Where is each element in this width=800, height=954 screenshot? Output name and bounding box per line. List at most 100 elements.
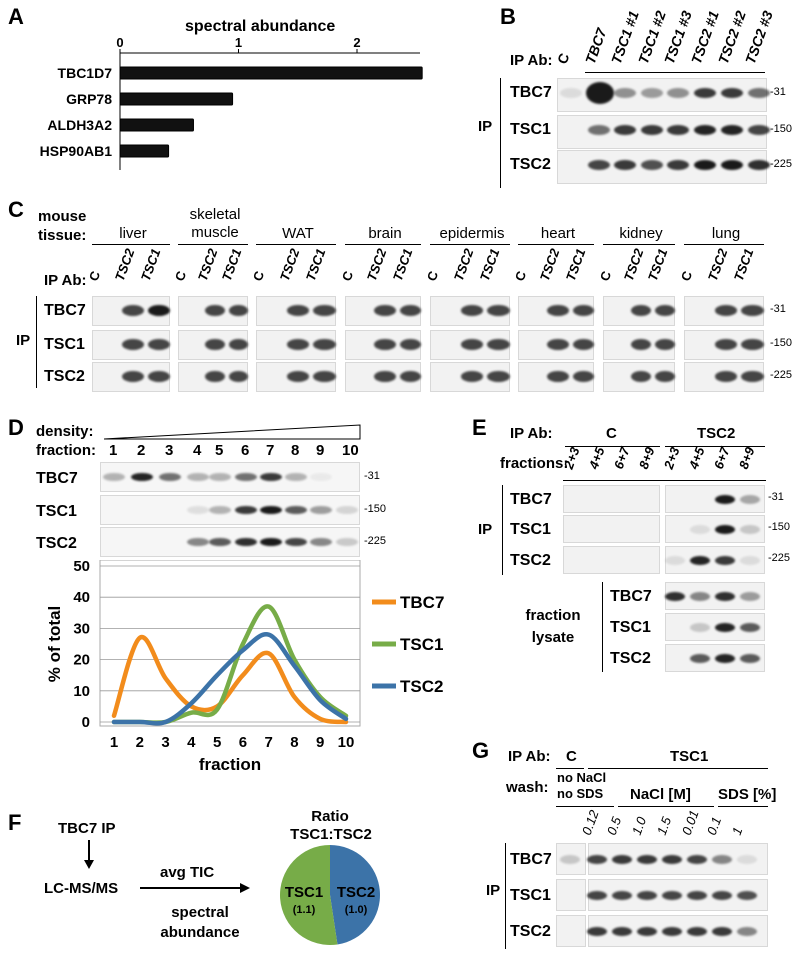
- panel-e-lysate-band: [665, 592, 685, 601]
- panel-e-band: [715, 495, 735, 504]
- panel-a-category-label: GRP78: [66, 91, 112, 107]
- panel-d-fraction-number: 3: [165, 442, 174, 459]
- panel-d-size-marker: -150: [364, 503, 387, 515]
- panel-d-x-tick: 7: [264, 734, 272, 751]
- panel-g-ip-ab: IP Ab:: [508, 748, 551, 765]
- panel-d-fraction-number: 5: [215, 442, 224, 459]
- panel-e-row-label: TBC7: [510, 491, 552, 508]
- panel-c-tissue-label: epidermis: [439, 225, 505, 242]
- panel-e-blot-strip: [563, 485, 660, 513]
- panel-d-fraction-number: 9: [316, 442, 325, 459]
- panel-c-band: [741, 371, 764, 382]
- panel-c-lane-label: TSC2: [364, 246, 390, 283]
- panel-a-axis-title: spectral abundance: [185, 18, 336, 35]
- panel-c-band: [286, 339, 310, 350]
- panel-d-x-tick: 9: [316, 734, 324, 751]
- panel-c-tissue-label: liver: [119, 225, 147, 242]
- panel-d-y-tick: 0: [82, 714, 90, 731]
- panel-d-band: [209, 506, 231, 514]
- panel-f-down-arrow: [84, 840, 94, 869]
- panel-e-band: [715, 525, 735, 534]
- panel-a-tick-label: 0: [116, 35, 123, 50]
- panel-c-band: [313, 371, 336, 382]
- panel-e-lysate-band: [715, 654, 735, 663]
- panel-c-band: [572, 371, 594, 382]
- panel-e-band: [690, 556, 710, 565]
- panel-d-fraction-number: 7: [266, 442, 275, 459]
- panel-b-band: [667, 88, 689, 98]
- panel-a-bar-chart: 0 1 2 TBC1D7 GRP78 ALDH3A2 HSP90AB1: [40, 35, 423, 170]
- panel-d-band: [209, 473, 231, 481]
- panel-e-band: [665, 556, 685, 565]
- panel-f-label: F: [8, 810, 22, 835]
- panel-b-band: [667, 160, 689, 170]
- panel-e-band: [715, 556, 735, 565]
- panel-b-row-label: TSC1: [510, 121, 551, 138]
- panel-g-group-tsc1: TSC1: [670, 748, 709, 765]
- panel-c-lane-label: C: [171, 269, 190, 283]
- panel-c-band: [205, 371, 225, 382]
- panel-f-arrow-top: avg TIC: [160, 864, 215, 881]
- panel-c-band: [547, 305, 569, 316]
- panel-a-tick-label: 2: [353, 35, 360, 50]
- panel-a-tick-label: 1: [235, 35, 242, 50]
- panel-e-group-c: C: [606, 425, 617, 442]
- panel-d-band: [159, 473, 181, 481]
- panel-b-lane-label: C: [553, 51, 573, 66]
- panel-d-band: [310, 473, 332, 481]
- panel-d-y-label: % of total: [45, 606, 64, 683]
- panel-b-size-marker: -150: [770, 123, 793, 135]
- panel-c-label: C: [8, 197, 24, 222]
- panel-b-band: [694, 160, 716, 170]
- panel-g-band: [612, 855, 632, 864]
- panel-c-lane-label: TSC2: [111, 246, 138, 283]
- panel-c-band: [205, 305, 225, 316]
- panel-d-fraction-number: 1: [109, 442, 118, 459]
- panel-d-x-tick: 4: [187, 734, 196, 751]
- panel-e-ip-bracket: [502, 485, 503, 575]
- panel-c-tissue-line: [518, 244, 594, 245]
- panel-g-band: [612, 927, 632, 936]
- panel-g-band: [712, 927, 732, 936]
- panel-c-band: [547, 339, 569, 350]
- panel-c-band: [460, 339, 484, 350]
- panel-e-label: E: [472, 415, 487, 440]
- panel-c-lane-label: TSC1: [303, 246, 329, 283]
- panel-c-band: [399, 371, 421, 382]
- panel-a-bar: [119, 118, 194, 132]
- panel-g-conc-label: 0.1: [703, 814, 725, 837]
- panel-e-lysate-band: [715, 623, 735, 632]
- panel-d-y-tick: 30: [73, 620, 90, 637]
- panel-g-band: [712, 891, 732, 900]
- panel-c-ip-ab: IP Ab:: [44, 272, 87, 289]
- panel-c-lane-label: TSC2: [276, 246, 303, 283]
- panel-d-series-line: [111, 634, 349, 725]
- panel-c-band: [547, 371, 569, 382]
- panel-c-band: [655, 305, 675, 316]
- panel-d-size-marker: -225: [364, 535, 387, 547]
- panel-g-band: [637, 927, 657, 936]
- panel-c-band: [148, 339, 170, 350]
- panel-d-label: D: [8, 415, 24, 440]
- panel-c-lane-label: TSC1: [731, 246, 757, 283]
- panel-c-mouse-tissue: mouse tissue:: [38, 208, 87, 244]
- panel-c-band: [572, 305, 594, 316]
- panel-g-band: [687, 927, 707, 936]
- panel-f-pie-slice: [330, 845, 380, 945]
- panel-c-row-label: TSC1: [44, 336, 85, 353]
- panel-g-blot-strip: [556, 879, 586, 911]
- panel-e-lane-line: [563, 480, 766, 481]
- panel-e-fractions-label: fractions:: [500, 455, 569, 472]
- panel-g-tsc1-line: [588, 768, 768, 769]
- panel-c-lane-label: C: [423, 269, 442, 283]
- panel-g-no-sds: no SDS: [557, 786, 604, 801]
- panel-e-size-marker: -31: [768, 491, 784, 503]
- panel-e-lane-label: 4+5: [585, 445, 608, 471]
- panel-e-lysate-row-label: TSC2: [610, 650, 651, 667]
- panel-d-fraction-number: 10: [342, 442, 359, 459]
- panel-g-band: [662, 855, 682, 864]
- panel-g-blot-strip: [556, 843, 586, 875]
- panel-c-lane-label: TSC2: [450, 246, 477, 283]
- panel-b-band: [748, 88, 770, 98]
- panel-d-band: [103, 473, 125, 481]
